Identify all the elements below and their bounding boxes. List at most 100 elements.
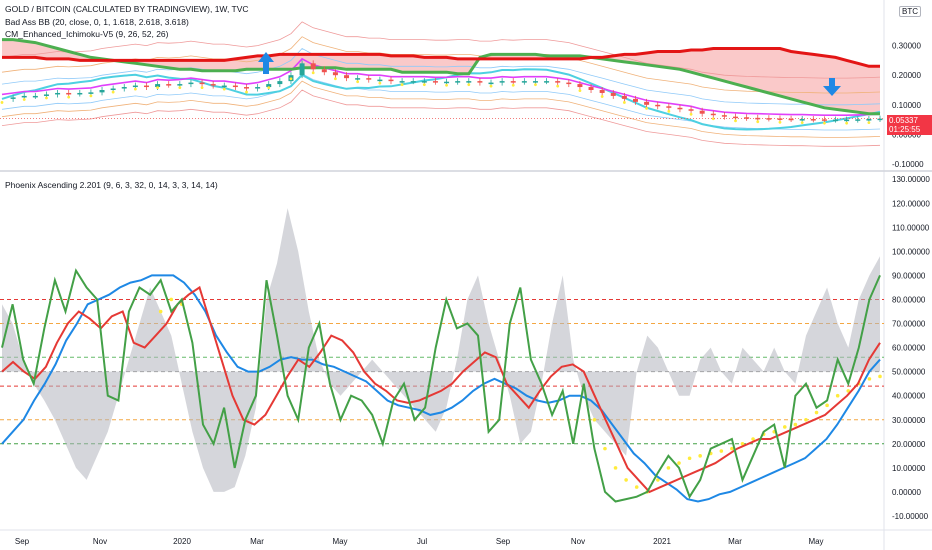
candle [199, 82, 205, 85]
candle [466, 81, 472, 83]
time-axis-tick: Mar [728, 537, 742, 546]
psar-dot [133, 87, 137, 91]
indicator-ichimoku-label[interactable]: CM_Enhanced_Ichimoku-V5 (9, 26, 52, 26) [5, 29, 169, 39]
candle [21, 95, 27, 98]
bollinger-band-4 [1, 21, 881, 79]
candle [132, 85, 138, 88]
oscillator-axis-tick: 10.00000 [892, 464, 926, 473]
candle [432, 81, 438, 83]
candle [110, 88, 116, 91]
psar-dot [711, 117, 715, 121]
time-axis-tick: 2021 [653, 537, 671, 546]
yellow-dot [825, 403, 829, 408]
candle [788, 118, 794, 121]
yellow-dot [835, 393, 840, 398]
time-axis-tick: 2020 [173, 537, 191, 546]
psar-dot [156, 86, 159, 90]
oscillator-axis-tick: 60.00000 [892, 344, 926, 353]
indicator-bollinger-label[interactable]: Bad Ass BB (20, close, 0, 1, 1.618, 2.61… [5, 17, 189, 27]
psar-dot [556, 84, 560, 88]
candle [221, 85, 227, 88]
candle [366, 78, 372, 80]
psar-dot [0, 101, 4, 104]
candle [544, 81, 550, 83]
last-price-value: 0.05337 [889, 116, 918, 125]
psar-dot [111, 90, 115, 94]
candle [310, 63, 316, 70]
oscillator-axis-tick: 50.00000 [892, 368, 926, 377]
candle [733, 116, 739, 119]
psar-dot [445, 83, 448, 87]
ichimoku-cloud-fill [2, 39, 880, 114]
psar-dot [178, 86, 182, 90]
candle [32, 95, 38, 98]
price-axis-tick: 0.20000 [892, 71, 921, 80]
psar-dot [845, 121, 849, 125]
psar-dot [600, 95, 604, 98]
yellow-dot [793, 422, 798, 427]
candle [455, 81, 461, 83]
psar-dot [689, 112, 693, 116]
candle [777, 118, 783, 120]
candle [277, 81, 283, 85]
candle [744, 117, 750, 119]
green-series-line [1, 268, 881, 503]
candle [177, 84, 183, 86]
candle [43, 94, 49, 96]
candle [77, 92, 83, 95]
candle [755, 117, 761, 120]
candle [232, 85, 238, 88]
yellow-dot [677, 461, 681, 465]
oscillator-axis-tick: 20.00000 [892, 440, 926, 449]
yellow-dot [158, 309, 163, 314]
time-axis-tick: Mar [250, 537, 264, 546]
candle [666, 106, 672, 108]
psar-dot [89, 94, 93, 98]
oscillator-axis-tick: 0.00000 [892, 488, 921, 497]
oscillator-title[interactable]: Phoenix Ascending 2.201 (9, 6, 3, 32, 0,… [5, 180, 218, 190]
candle [210, 84, 216, 86]
price-axis-tick: -0.10000 [892, 160, 924, 169]
psar-dot [667, 109, 671, 113]
oscillator-axis-tick: 40.00000 [892, 392, 926, 401]
candle [155, 84, 161, 88]
oscillator-axis-tick: 70.00000 [892, 320, 926, 329]
candle [699, 110, 705, 114]
candle [599, 90, 605, 93]
psar-dot [645, 106, 649, 110]
candle [99, 90, 105, 93]
chikou-line [1, 57, 881, 116]
currency-badge[interactable]: BTC [899, 6, 921, 17]
candle [799, 119, 805, 121]
candle [10, 97, 16, 99]
candle [332, 72, 338, 76]
candle [644, 101, 650, 105]
psar-dot [334, 77, 337, 81]
psar-dot [778, 120, 782, 124]
psar-dot [222, 87, 226, 91]
candle [855, 119, 861, 121]
time-axis-tick: Sep [15, 537, 30, 546]
candle [821, 119, 827, 121]
candle [610, 92, 616, 96]
yellow-dot [846, 389, 851, 393]
candle [721, 115, 727, 117]
yellow-dot [751, 437, 755, 441]
candle [388, 79, 394, 82]
candle [677, 107, 683, 110]
oscillator-axis-tick: -10.00000 [892, 512, 929, 521]
candle [833, 119, 839, 122]
bollinger-band-1 [1, 80, 881, 138]
candle [299, 63, 305, 76]
span-b-line [2, 47, 880, 68]
psar-dot [356, 80, 360, 84]
time-axis-tick: May [808, 537, 823, 546]
candle [421, 81, 427, 83]
red-series-line [1, 285, 881, 494]
bar-countdown: 01:25:55 [889, 125, 921, 134]
candle [488, 82, 494, 85]
oscillator-axis-tick: 130.00000 [892, 175, 930, 184]
psar-dot [422, 83, 426, 87]
oscillator-axis-tick: 90.00000 [892, 271, 926, 280]
